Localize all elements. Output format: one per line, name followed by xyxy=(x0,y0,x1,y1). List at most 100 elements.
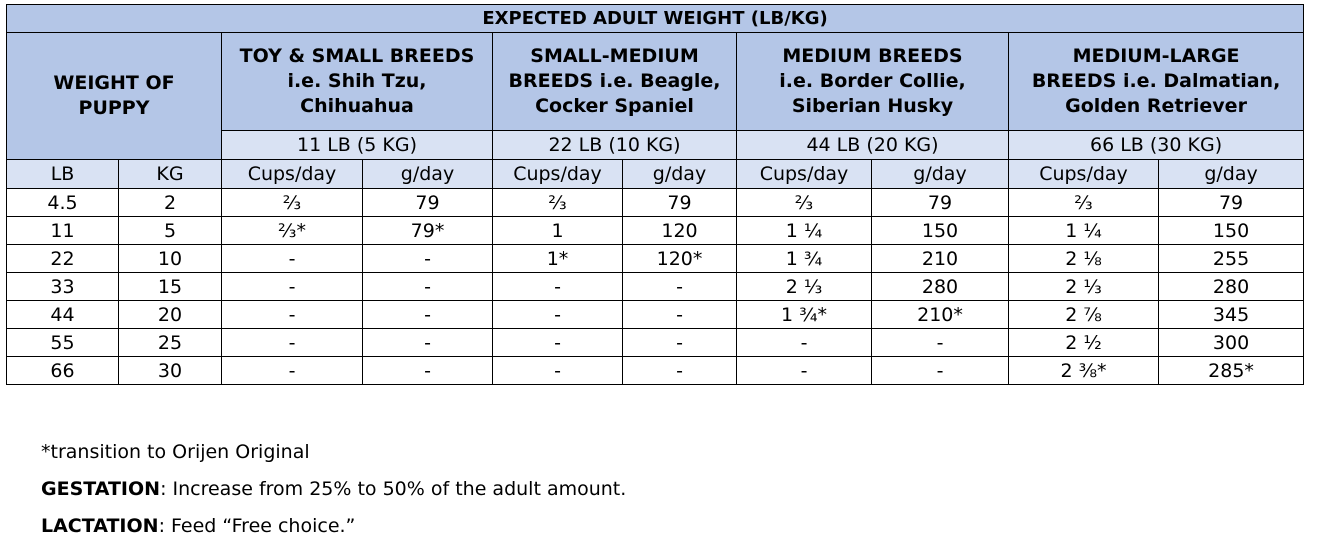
table-cell: 120 xyxy=(622,216,737,245)
gestation-label: GESTATION xyxy=(41,478,161,500)
table-cell: 79 xyxy=(871,188,1009,217)
feeding-table-body: EXPECTED ADULT WEIGHT (LB/KG) WEIGHT OF … xyxy=(5,4,1305,385)
breed-header: MEDIUM-LARGE BREEDS i.e. Dalmatian, Gold… xyxy=(1007,32,1305,131)
unit-header-cell: g/day xyxy=(1157,159,1305,189)
table-cell: 2 ⅜* xyxy=(1008,356,1159,385)
puppy-kg-cell: 20 xyxy=(118,300,222,329)
lactation-text: : Feed “Free choice.” xyxy=(158,515,356,537)
puppy-kg-cell: 5 xyxy=(118,216,222,245)
table-cell: 150 xyxy=(1157,216,1305,245)
puppy-kg-cell: 10 xyxy=(118,244,222,273)
table-cell: 255 xyxy=(1157,244,1305,273)
table-cell: - xyxy=(362,244,493,273)
table-cell: 210 xyxy=(871,244,1009,273)
puppy-kg-cell: 30 xyxy=(118,356,222,385)
unit-header-cell: Cups/day xyxy=(221,159,363,189)
unit-header-cell: g/day xyxy=(622,159,737,189)
table-cell: - xyxy=(871,328,1009,357)
breed-line: Siberian Husky xyxy=(791,95,954,117)
breed-line: MEDIUM BREEDS xyxy=(782,45,963,67)
table-row: 11 5 ⅔* 79* 1 120 1 ¼ 150 1 ¼ 150 xyxy=(6,216,1305,245)
adult-weight-cell: 66 LB (30 KG) xyxy=(1007,130,1305,160)
table-cell: - xyxy=(492,272,623,301)
breed-header: SMALL-MEDIUM BREEDS i.e. Beagle, Cocker … xyxy=(492,32,737,131)
breed-line: i.e. Border Collie, xyxy=(779,70,966,92)
table-row: 66 30- - - - - -2 ⅜* 285* xyxy=(6,356,1305,385)
breed-header: TOY & SMALL BREEDS i.e. Shih Tzu, Chihua… xyxy=(221,32,493,131)
puppy-header-line: WEIGHT OF xyxy=(53,72,175,94)
breed-line: SMALL-MEDIUM xyxy=(530,45,699,67)
table-row: 22 10- -1* 120* 1 ¾ 210 2 ⅛ 255 xyxy=(6,244,1305,273)
table-cell: - xyxy=(622,328,737,357)
unit-header-row: LB KG Cups/day g/day Cups/day g/day Cups… xyxy=(6,159,1305,189)
table-cell: 79 xyxy=(622,188,737,217)
table-cell: 1 ¼ xyxy=(1008,216,1159,245)
table-cell: 120* xyxy=(622,244,737,273)
table-cell: 1 ¼ xyxy=(736,216,872,245)
table-cell: 1 xyxy=(492,216,623,245)
table-cell: - xyxy=(362,272,493,301)
adult-weight-row: 11 LB (5 KG) 22 LB (10 KG) 44 LB (20 KG)… xyxy=(7,130,1305,160)
table-cell: - xyxy=(492,300,623,329)
table-row: 33 15- - - -2 ⅓ 280 2 ⅓ 280 xyxy=(6,272,1305,301)
table-cell: 79 xyxy=(1157,188,1305,217)
table-cell: - xyxy=(221,356,363,385)
table-cell: - xyxy=(362,356,493,385)
table-cell: 280 xyxy=(1157,272,1305,301)
feeding-table: EXPECTED ADULT WEIGHT (LB/KG) WEIGHT OF … xyxy=(5,4,1305,385)
table-cell: 2 ⅓ xyxy=(1008,272,1159,301)
table-cell: - xyxy=(622,300,737,329)
table-cell: 2 ⅓ xyxy=(736,272,872,301)
lactation-note: LACTATION: Feed “Free choice.” xyxy=(41,515,355,537)
table-cell: 1* xyxy=(492,244,623,273)
puppy-lb-cell: 44 xyxy=(6,300,119,329)
table-cell: - xyxy=(622,272,737,301)
table-cell: ⅔ xyxy=(221,188,363,217)
puppy-lb-cell: 55 xyxy=(6,328,119,357)
table-title: EXPECTED ADULT WEIGHT (LB/KG) xyxy=(5,4,1305,33)
gestation-note: GESTATION: Increase from 25% to 50% of t… xyxy=(41,478,626,500)
breed-line: BREEDS i.e. Dalmatian, xyxy=(1031,70,1281,92)
table-cell: 280 xyxy=(871,272,1009,301)
table-cell: - xyxy=(736,356,872,385)
table-cell: 285* xyxy=(1157,356,1305,385)
table-cell: 2 ⅞ xyxy=(1008,300,1159,329)
table-cell: - xyxy=(622,356,737,385)
table-row: 44 20- - - -1 ¾* 210* 2 ⅞ 345 xyxy=(6,300,1305,329)
puppy-header-line: PUPPY xyxy=(78,97,150,119)
puppy-weight-header: WEIGHT OF PUPPY xyxy=(6,32,222,160)
breed-line: BREEDS i.e. Beagle, xyxy=(508,70,721,92)
table-cell: 2 ½ xyxy=(1008,328,1159,357)
unit-header-cell: LB xyxy=(6,159,119,189)
table-row: 4.5 2 ⅔ 79 ⅔ 79 ⅔ 79 ⅔ 79 xyxy=(6,188,1305,217)
puppy-lb-cell: 66 xyxy=(6,356,119,385)
unit-header-cell: Cups/day xyxy=(736,159,872,189)
table-cell: - xyxy=(362,300,493,329)
unit-header-cell: Cups/day xyxy=(1008,159,1159,189)
table-cell: - xyxy=(221,244,363,273)
puppy-lb-cell: 4.5 xyxy=(6,188,119,217)
table-row: 55 25- - - - - -2 ½ 300 xyxy=(6,328,1305,357)
table-cell: - xyxy=(492,356,623,385)
table-cell: - xyxy=(871,356,1009,385)
breed-line: i.e. Shih Tzu, xyxy=(287,70,427,92)
unit-header-cell: Cups/day xyxy=(492,159,623,189)
breed-line: MEDIUM-LARGE xyxy=(1072,45,1240,67)
table-cell: 2 ⅛ xyxy=(1008,244,1159,273)
puppy-kg-cell: 2 xyxy=(118,188,222,217)
table-cell: - xyxy=(221,272,363,301)
table-cell: - xyxy=(221,328,363,357)
table-cell: 1 ¾ xyxy=(736,244,872,273)
table-cell: - xyxy=(362,328,493,357)
table-cell: ⅔ xyxy=(492,188,623,217)
unit-header-cell: g/day xyxy=(362,159,493,189)
table-cell: ⅔* xyxy=(221,216,363,245)
table-cell: - xyxy=(736,328,872,357)
puppy-kg-cell: 15 xyxy=(118,272,222,301)
adult-weight-cell: 11 LB (5 KG) xyxy=(221,130,493,160)
adult-weight-cell: 44 LB (20 KG) xyxy=(736,130,1009,160)
table-cell: 79 xyxy=(362,188,493,217)
breed-line: Golden Retriever xyxy=(1065,95,1247,117)
table-cell: 210* xyxy=(871,300,1009,329)
unit-header-cell: KG xyxy=(118,159,222,189)
